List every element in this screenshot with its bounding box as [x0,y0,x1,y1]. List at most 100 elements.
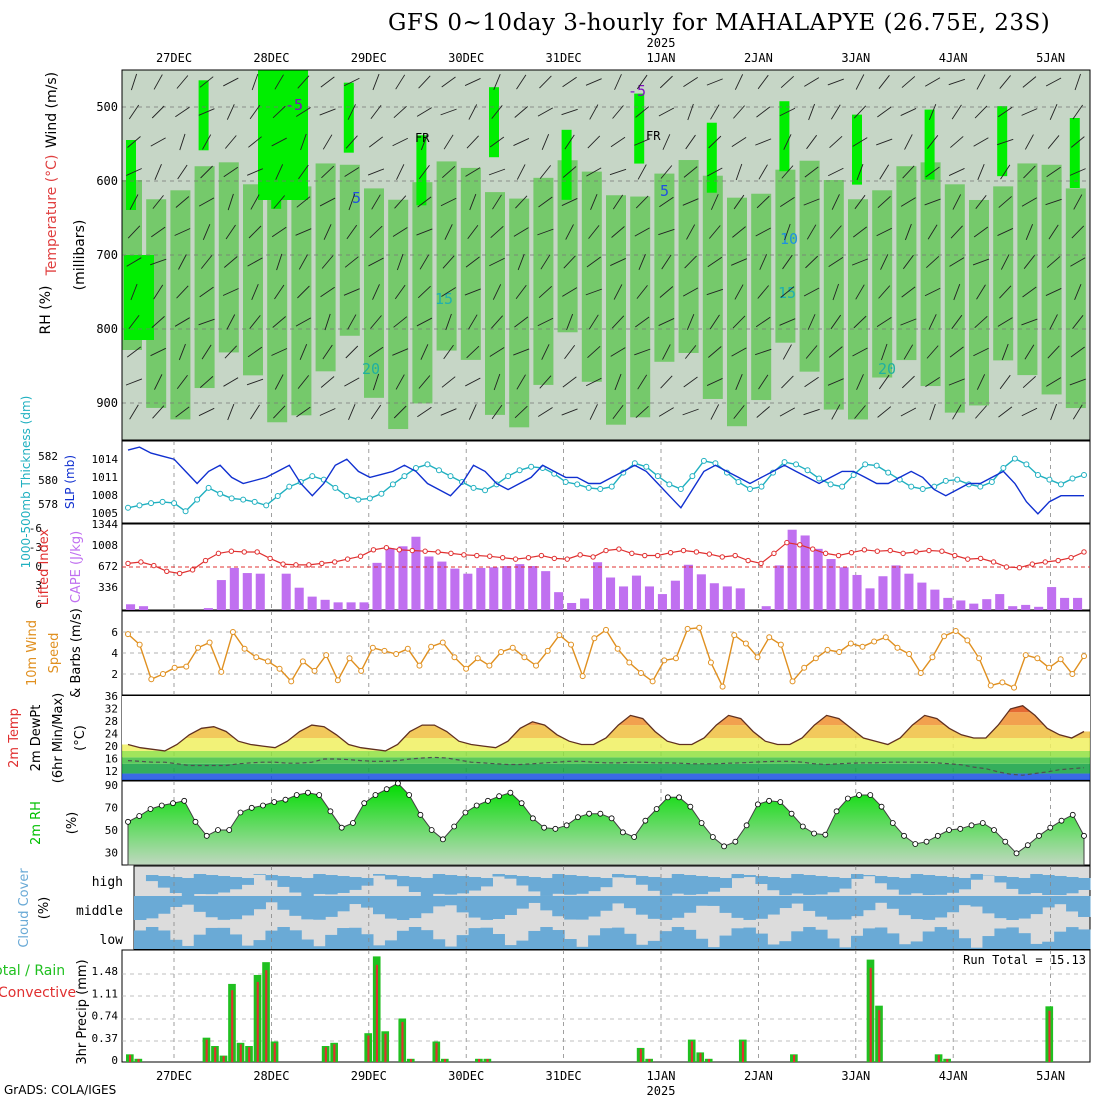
thickness-marker [643,463,650,470]
upper-wind-barb [902,254,914,270]
upper-wind-barb [537,107,554,117]
upper-wind-barb [827,378,844,386]
lifted-index-marker [848,549,855,556]
rh-shade-block [823,180,844,410]
upper-wind-barb [827,78,844,86]
wind-speed-marker [614,645,621,652]
rh-marker [619,829,626,836]
upper-wind-barb [468,314,478,330]
upper-wind-barb [323,224,332,240]
cloud-low-block [337,928,350,949]
upper-wind-barb [1048,224,1059,240]
upper-wind-barb [853,105,867,119]
cloud-mid-block [755,896,768,919]
cloud-low-block [492,934,505,949]
upper-wind-barb [125,378,143,386]
upper-wind-barb [538,196,553,208]
cloud-low-block [193,934,207,949]
upper-wind-barb [150,347,167,357]
slp-tick-label: 1005 [92,507,119,520]
wind-speed-marker [229,629,236,635]
upper-wind-barb [299,344,308,360]
upper-wind-barb [440,408,457,416]
upper-wind-barb [224,256,238,268]
cape-bar [606,577,616,610]
cloud-low-block [695,938,709,949]
upper-wind-barb [856,163,864,181]
rh-high-block [124,255,154,340]
upper-wind-barb [832,283,840,301]
cloud-row-label: middle [76,904,123,919]
cape-bar [541,571,551,610]
upper-wind-barb [370,404,382,420]
cloud-high-block [169,877,183,894]
wind-speed-marker [323,652,330,659]
upper-wind-barb [1000,254,1010,270]
upper-wind-barb [803,408,820,416]
cape-ylabel: CAPE (J/kg) [69,531,84,603]
cape-bar [255,573,265,610]
upper-wind-barb [562,76,577,88]
upper-wind-barb [1070,346,1085,358]
li-tick-label: 0 [35,560,42,573]
upper-wind-barb [976,284,986,300]
upper-wind-barb [417,196,432,208]
cape-bar [450,568,460,610]
precip-convective-bar [367,1035,370,1062]
cloud-high-block [743,875,756,878]
cloud-mid-block [193,896,207,912]
rh-shade-block [485,192,505,415]
cape-bar [644,586,654,610]
upper-wind-barb [561,108,578,116]
li-tick-label: 3 [35,579,42,592]
wind-speed-marker [183,663,190,670]
contour-label: 15 [435,290,453,308]
lifted-index-marker [267,555,273,562]
bottom-day-label: 28DEC [253,1069,289,1083]
wind-speed-marker [824,646,831,653]
cloud-mid-block [408,896,422,919]
cloud-high-block [337,876,350,893]
upper-wind-barb [151,226,166,238]
lifted-index-marker [758,560,764,567]
upper-wind-barb [635,106,650,118]
thickness-marker [412,464,419,471]
cloud-high-block [1018,878,1031,895]
upper-wind-barb [226,104,235,120]
upper-wind-barb [295,107,311,117]
upper-wind-barb [249,315,261,329]
cape-bar [969,603,979,610]
cloud-high-block [731,874,744,879]
upper-wind-barb [393,316,408,328]
upper-wind-barb [853,315,867,329]
upper-wind-barb [298,164,309,180]
slp-tick-label: 1014 [92,453,119,466]
upper-wind-barb [586,167,602,177]
upper-wind-barb [223,77,239,87]
top-day-label: 31DEC [546,51,582,65]
upper-wind-barb [732,315,746,329]
upper-wind-barb [319,408,336,416]
cloud-mid-block [420,896,434,914]
upper-wind-barb [492,284,502,300]
bottom-day-label: 1JAN [647,1069,676,1083]
lifted-index-marker [900,550,906,557]
wind-speed-marker [847,640,854,647]
upper-wind-barb [733,105,745,119]
cloud-low-block [791,931,804,949]
cloud-low-block [468,928,482,949]
wind-speed-marker [568,641,575,648]
rh-marker [125,818,131,825]
cloud-high-block [229,877,243,890]
thickness-marker [885,469,892,476]
upper-wind-barb [1047,345,1060,359]
wind-speed-marker [463,665,470,672]
wind-speed-marker [742,640,749,647]
lifted-index-marker [525,554,532,561]
cape-tick-label: 1008 [92,539,119,552]
upper-wind-barb [756,106,771,118]
upper-wind-barb [538,285,553,299]
cloud-high-block [588,877,601,892]
upper-wind-barb [368,136,384,148]
upper-wind-barb [223,377,239,387]
